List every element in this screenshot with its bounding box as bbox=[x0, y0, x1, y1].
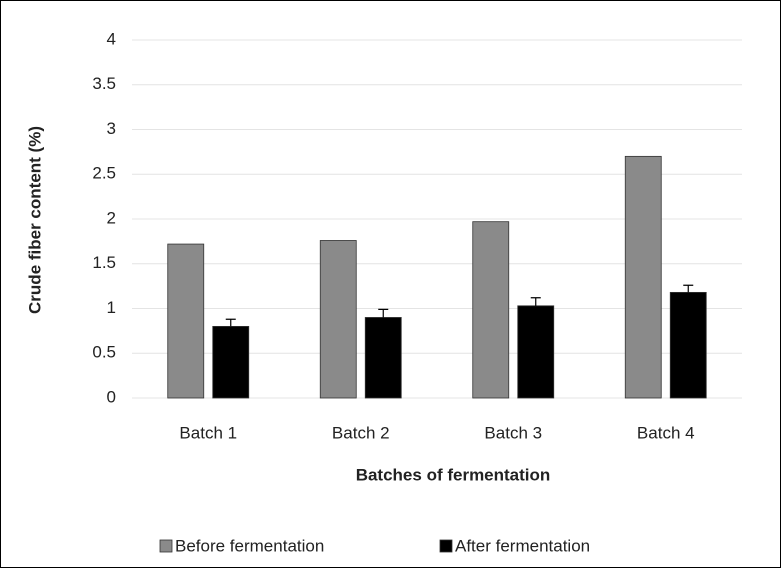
x-tick-label: Batch 3 bbox=[484, 423, 542, 442]
legend-label: After fermentation bbox=[455, 536, 590, 555]
bar bbox=[364, 317, 402, 399]
y-tick-label: 0.5 bbox=[92, 343, 116, 362]
error-bar bbox=[530, 297, 541, 306]
bar bbox=[212, 325, 250, 399]
x-tick-label: Batch 1 bbox=[179, 423, 237, 442]
y-tick-label: 3.5 bbox=[92, 74, 116, 93]
bar bbox=[624, 155, 662, 399]
y-tick-label: 1 bbox=[107, 298, 116, 317]
legend-label: Before fermentation bbox=[175, 536, 324, 555]
y-axis-title: Crude fiber content (%) bbox=[25, 126, 44, 314]
bar bbox=[669, 291, 707, 399]
error-bar bbox=[225, 318, 236, 327]
x-tick-label: Batch 2 bbox=[332, 423, 390, 442]
y-tick-label: 4 bbox=[107, 29, 116, 48]
bar bbox=[517, 305, 555, 399]
legend-swatch bbox=[439, 539, 453, 553]
y-tick-label: 0 bbox=[107, 387, 116, 406]
y-tick-label: 2.5 bbox=[92, 164, 116, 183]
x-axis-title: Batches of fermentation bbox=[356, 465, 551, 484]
y-tick-label: 1.5 bbox=[92, 253, 116, 272]
legend-swatch bbox=[159, 539, 173, 553]
bar bbox=[472, 221, 510, 399]
bar bbox=[167, 243, 205, 399]
error-bar bbox=[683, 284, 694, 293]
y-tick-label: 2 bbox=[107, 208, 116, 227]
x-tick-label: Batch 4 bbox=[637, 423, 695, 442]
y-tick-label: 3 bbox=[107, 119, 116, 138]
error-bar bbox=[378, 308, 389, 318]
bar bbox=[319, 240, 357, 399]
